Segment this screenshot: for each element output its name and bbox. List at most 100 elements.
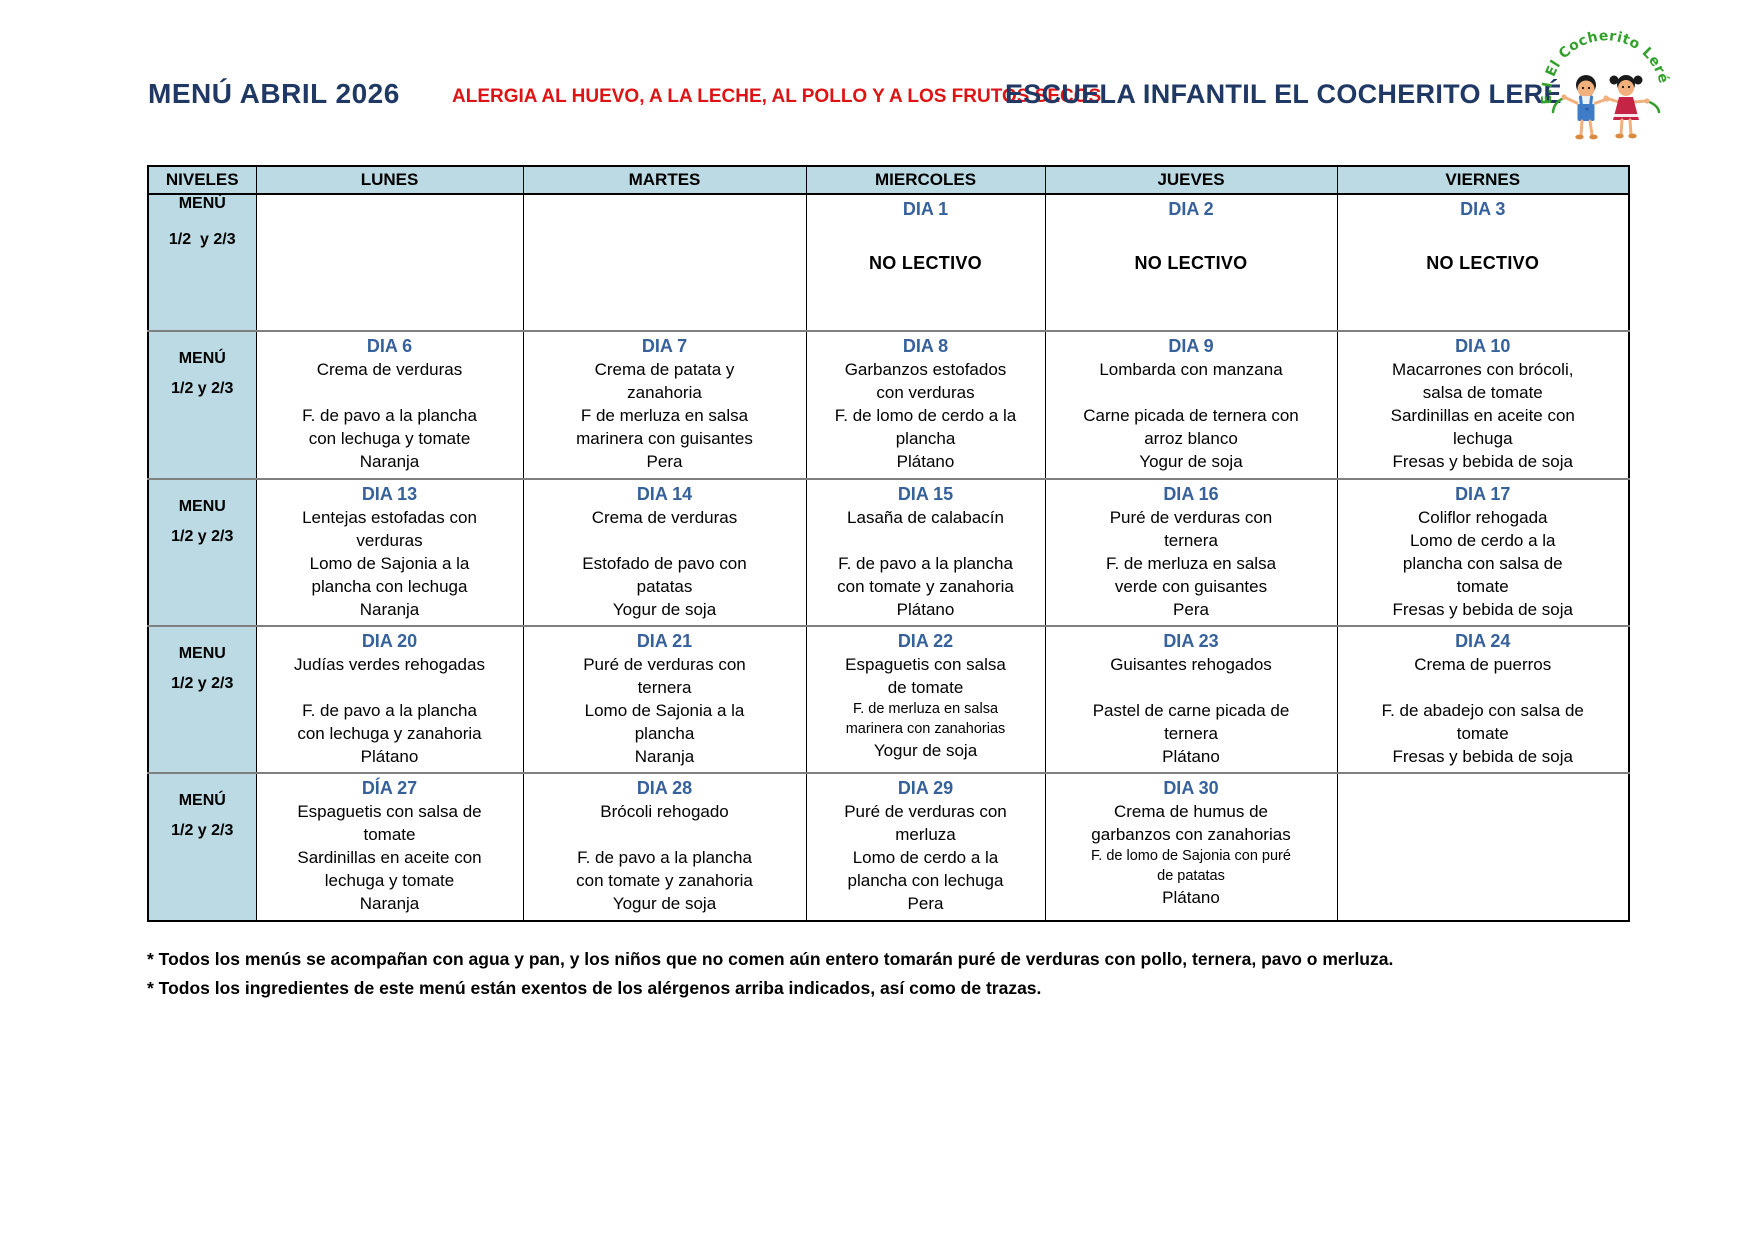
menu-item-line: con tomate y zanahoria — [576, 871, 753, 890]
menu-item-line: F de merluza en salsa — [580, 406, 749, 425]
menu-item-line: F. de pavo a la plancha — [577, 848, 752, 867]
menu-item-line: Espaguetis con salsa de — [297, 802, 482, 821]
level-name: MENÚ — [178, 350, 226, 367]
menu-item-line: tomate — [1456, 577, 1509, 596]
menu-item-line: Lomo de Sajonia a la — [309, 554, 470, 573]
menu-cell: DIA 10 Macarrones con brócoli, salsa de to… — [1336, 330, 1630, 479]
menu-item-line: marinera con guisantes — [576, 429, 753, 448]
level-name: MENU — [178, 645, 226, 662]
day-label: DIA 24 — [1455, 631, 1511, 651]
menu-item-line: ternera — [1164, 724, 1218, 743]
menu-item-line: F. de lomo de Sajonia con puré — [1091, 848, 1291, 864]
day-label: DIA 10 — [1455, 336, 1511, 356]
menu-item-line: F. de merluza en salsa — [1105, 554, 1277, 573]
day-label: DIA 7 — [641, 336, 688, 356]
menu-item-line: Plátano — [360, 747, 419, 766]
blank-line — [1046, 676, 1337, 699]
day-label: DIA 23 — [1163, 631, 1219, 651]
menu-item-line: NO LECTIVO — [1134, 253, 1248, 273]
column-header-martes: MARTES — [522, 165, 807, 195]
menu-item-line: marinera con zanahorias — [845, 721, 1006, 737]
menu-item-line: de tomate — [887, 678, 964, 697]
day-label: DIA 29 — [897, 778, 954, 798]
menu-cell: DIA 21 Puré de verduras con ternera Lomo de… — [522, 625, 807, 773]
menu-cell: DIA 29 Puré de verduras con merluza Lomo de… — [805, 772, 1046, 921]
menu-item-line: Puré de verduras con — [583, 655, 746, 674]
day-label: DIA 16 — [1163, 484, 1219, 504]
allergy-warning: ALERGIA AL HUEVO, A LA LECHE, AL POLLO Y… — [452, 86, 1102, 107]
menu-item-line: tomate — [1456, 724, 1509, 743]
menu-cell — [255, 194, 524, 331]
menu-item-line: F. de pavo a la plancha — [302, 406, 477, 425]
school-logo: E.I El Cocherito Leré — [1541, 28, 1671, 140]
level-cell: MENU 1/2 y 2/3 — [147, 478, 257, 626]
menu-week-row: MENU 1/2 y 2/3 DIA 13 Lentejas estofadas co… — [147, 478, 1630, 626]
day-label: DIA 2 — [1168, 199, 1214, 219]
blank-line — [524, 823, 806, 846]
menu-item-line: garbanzos con zanahorias — [1091, 825, 1291, 844]
menu-cell: DIA 20 Judías verdes rehogadas F. de pavo … — [255, 625, 524, 773]
note-line: * Todos los menús se acompañan con agua … — [147, 949, 1394, 969]
menu-item-line: Puré de verduras con — [1109, 508, 1273, 527]
menu-cell: DIA 9 Lombarda con manzana Carne picada de… — [1044, 330, 1338, 479]
blank-line — [1338, 676, 1629, 699]
blank-line — [1046, 221, 1337, 244]
logo-children — [1551, 75, 1661, 140]
logo-arc-text: E.I El Cocherito Leré — [1541, 28, 1671, 105]
menu-item-line: ternera — [1164, 531, 1218, 550]
menu-item-line: salsa de tomate — [1422, 383, 1543, 402]
column-header-niveles: NIVELES — [147, 165, 257, 195]
menu-item-line: plancha con salsa de — [1402, 554, 1563, 573]
menu-item-line: plancha con lechuga — [847, 871, 1004, 890]
blank-line — [1046, 381, 1337, 404]
menu-item-line: Guisantes rehogados — [1110, 655, 1272, 674]
menu-item-line: plancha — [634, 724, 695, 743]
menu-item-line: Pera — [646, 452, 683, 471]
menu-item-line: con lechuga y zanahoria — [297, 724, 482, 743]
menu-item-line: Garbanzos estofados — [844, 360, 1007, 379]
menu-week-row: MENÚ 1/2 y 2/3 DIA 1 NO LECTIVO DIA 2 NO LECT… — [147, 194, 1630, 331]
menu-item-line: Coliflor rehogada — [1418, 508, 1548, 527]
menu-item-line: Plátano — [896, 452, 955, 471]
note-line: * Todos los ingredientes de este menú es… — [147, 978, 1042, 998]
menu-cell: DIA 30 Crema de humus de garbanzos con zan… — [1044, 772, 1338, 921]
day-label: DIA 15 — [897, 484, 954, 504]
menu-item-line: Crema de puerros — [1414, 655, 1552, 674]
level-group: 1/2 y 2/3 — [171, 675, 234, 692]
menu-item-line: Yogur de soja — [873, 741, 978, 760]
menu-cell: DIA 15 Lasaña de calabacín F. de pavo a la… — [805, 478, 1046, 626]
menu-cell: DIA 6 Crema de verduras F. de pavo a la pl… — [255, 330, 524, 479]
school-name: ESCUELA INFANTIL EL COCHERITO LERÉ — [1005, 79, 1562, 109]
menu-item-line: NO LECTIVO — [1426, 253, 1540, 273]
menu-item-line: plancha con lechuga — [311, 577, 468, 596]
menu-cell: DIA 1 NO LECTIVO — [805, 194, 1046, 331]
menu-cell: DIA 17 Coliflor rehogada Lomo de cerdo a l… — [1336, 478, 1630, 626]
day-label: DIA 8 — [902, 336, 949, 356]
menu-week-row: MENU 1/2 y 2/3 DIA 20 Judías verdes rehogad… — [147, 625, 1630, 773]
blank-line — [257, 381, 523, 404]
column-header-viernes: VIERNES — [1336, 165, 1630, 195]
column-header-miercoles: MIERCOLES — [805, 165, 1046, 195]
level-group: 1/2 y 2/3 — [171, 822, 234, 839]
menu-cell: DIA 28 Brócoli rehogado F. de pavo a la pl… — [522, 772, 807, 921]
menu-item-line: Crema de patata y — [594, 360, 735, 379]
menu-item-line: plancha — [895, 429, 956, 448]
level-group: 1/2 y 2/3 — [171, 528, 234, 545]
menu-item-line: Fresas y bebida de soja — [1392, 600, 1574, 619]
menu-item-line: Naranja — [359, 452, 420, 471]
column-header-jueves: JUEVES — [1044, 165, 1338, 195]
menu-item-line: Espaguetis con salsa — [845, 655, 1006, 674]
blank-line — [257, 676, 523, 699]
level-name: MENÚ — [178, 792, 226, 809]
menu-item-line: Estofado de pavo con — [582, 554, 747, 573]
menu-item-line: zanahoria — [627, 383, 702, 402]
menu-week-row: MENÚ 1/2 y 2/3 DÍA 27 Espaguetis con salsa … — [147, 772, 1630, 921]
menu-item-line: tomate — [363, 825, 416, 844]
menu-cell: DIA 8 Garbanzos estofados con verduras F. d… — [805, 330, 1046, 479]
menu-cell: DIA 14 Crema de verduras Estofado de pavo … — [522, 478, 807, 626]
menu-item-line: verduras — [356, 531, 423, 550]
menu-item-line: F. de merluza en salsa — [852, 701, 999, 717]
menu-item-line: F. de pavo a la plancha — [302, 701, 477, 720]
menu-item-line: arroz blanco — [1144, 429, 1238, 448]
